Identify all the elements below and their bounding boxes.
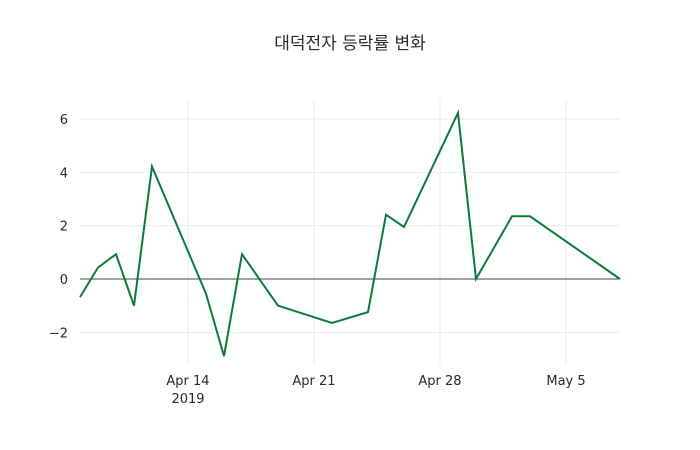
data-line (79, 109, 621, 357)
y-tick-label: 2 (60, 220, 68, 235)
x-tick-label: Apr 21 (292, 374, 335, 389)
y-tick-label: 0 (60, 273, 68, 288)
y-tick-label: 6 (60, 113, 68, 128)
y-tick-label: −2 (49, 326, 68, 341)
y-axis: 6 4 2 0 −2 (49, 113, 68, 341)
x-axis: Apr 14 2019 Apr 21 Apr 28 May 5 (166, 374, 585, 407)
x-tick-label: May 5 (546, 374, 585, 389)
gridlines (80, 100, 620, 365)
x-tick-year-label: 2019 (171, 392, 204, 407)
x-tick-label: Apr 14 (166, 374, 209, 389)
y-tick-label: 4 (60, 166, 68, 181)
x-tick-label: Apr 28 (418, 374, 461, 389)
chart-title: 대덕전자 등락률 변화 (274, 34, 426, 54)
